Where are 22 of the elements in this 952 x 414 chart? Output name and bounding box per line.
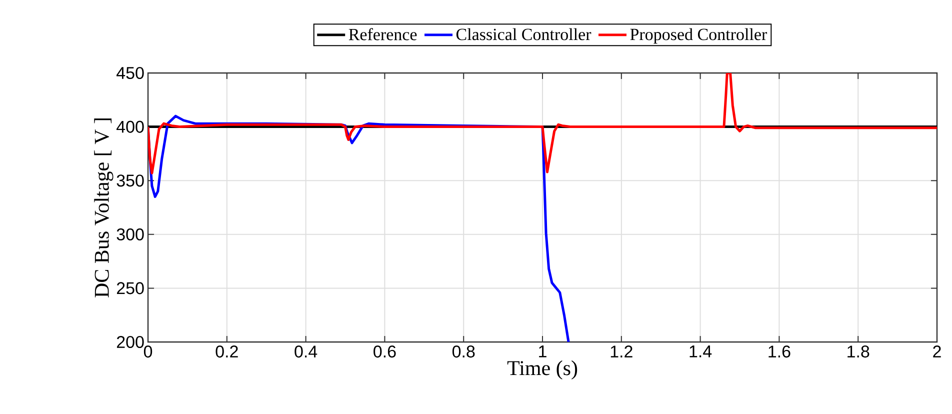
x-tick-label: 0.4: [294, 346, 318, 358]
x-tick-label: 2: [933, 346, 941, 358]
x-tick-label: 0.6: [374, 346, 396, 358]
y-tick-label: 400: [116, 120, 144, 133]
y-tick-label: 450: [116, 66, 144, 80]
legend-label: Reference: [348, 28, 417, 40]
x-tick-label: 1.4: [690, 346, 712, 358]
legend-label: Proposed Controller: [630, 28, 767, 44]
y-axis-title: DC Bus Voltage [ V ]: [94, 118, 114, 298]
x-tick-label: 1: [539, 346, 546, 358]
y-tick-label: 250: [116, 282, 144, 294]
x-tick-label: 1.8: [848, 346, 870, 358]
x-tick-label: 0.8: [452, 346, 475, 358]
y-tick-label: 300: [116, 228, 144, 240]
y-tick-label: 350: [116, 174, 144, 187]
x-tick-label: 1.6: [768, 346, 790, 358]
x-tick-label: 0.2: [216, 346, 238, 358]
x-tick-label: 0: [144, 346, 152, 358]
x-tick-label: 1.2: [610, 346, 632, 358]
y-tick-label: 200: [116, 336, 144, 348]
x-axis-title: Time (s): [507, 360, 578, 380]
legend-label: Classical Controller: [456, 28, 592, 40]
